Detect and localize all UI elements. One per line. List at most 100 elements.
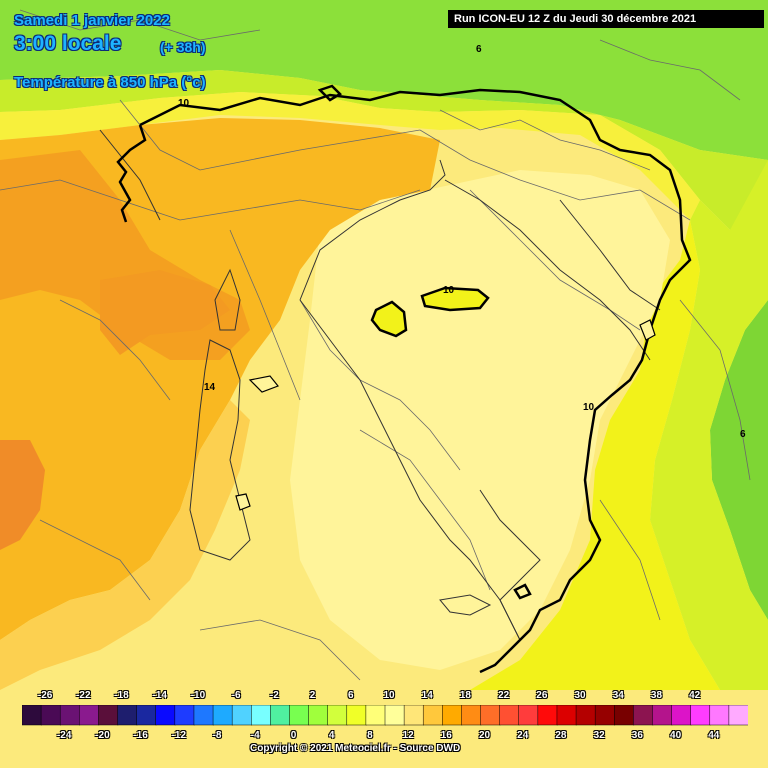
legend-swatch (289, 705, 310, 726)
legend-swatch (480, 705, 501, 726)
legend-tick-label: -14 (152, 690, 167, 701)
legend-swatch (346, 705, 367, 726)
legend-tick-label: 4 (328, 730, 335, 741)
isoline-label: 10 (443, 285, 455, 296)
legend-tick-label: -2 (269, 690, 279, 701)
legend-tick-label: 24 (517, 730, 529, 741)
legend-swatch (537, 705, 558, 726)
legend-swatch (308, 705, 329, 726)
legend-swatch (518, 705, 539, 726)
legend-swatch (442, 705, 463, 726)
legend-swatch (633, 705, 654, 726)
legend-tick-label: 16 (440, 730, 452, 741)
legend-tick-label: 18 (459, 690, 471, 701)
legend-swatch (422, 705, 444, 726)
forecast-lead-time: (+ 38h) (160, 39, 206, 55)
legend-swatch (728, 705, 748, 726)
forecast-date: Samedi 1 janvier 2022 (14, 12, 170, 29)
legend-swatch (575, 705, 596, 726)
legend-color-bar (22, 705, 748, 726)
legend-swatch (193, 705, 214, 726)
legend-tick-label: 20 (478, 730, 491, 741)
borders (0, 9, 751, 681)
legend-tick-label: 12 (402, 730, 414, 741)
legend-tick-label: 0 (290, 730, 297, 741)
legend-tick-label: -24 (56, 730, 72, 741)
field-light-orange (0, 400, 250, 690)
legend-tick-label: -26 (37, 690, 53, 701)
legend-swatch (136, 705, 157, 726)
legend-tick-label: 26 (536, 690, 548, 701)
legend-tick-label: 40 (670, 730, 682, 741)
legend-swatch (117, 705, 138, 726)
legend-swatch (79, 705, 100, 726)
legend-swatch (174, 705, 195, 726)
legend-tick-label: 44 (708, 730, 720, 741)
forecast-time: 3:00 locale (14, 32, 122, 55)
legend-tick-label: -4 (250, 730, 260, 741)
color-legend: -26 -22 -18 -14 -10 -6 -2 2 6 10 14 18 22 26 30 34 38 42 … (22, 688, 748, 758)
field-yellow-north (0, 92, 700, 220)
legend-swatch (499, 705, 520, 726)
legend-swatch (98, 705, 119, 726)
isoline-label: 10 (583, 402, 595, 413)
legend-swatch (671, 705, 692, 726)
legend-swatch (251, 705, 272, 726)
legend-tick-label: -22 (76, 690, 91, 701)
legend-tick-label: 6 (348, 690, 354, 701)
field-yellow-sea (470, 220, 720, 690)
isotherm-10-islet-2 (513, 583, 532, 600)
legend-tick-label: 42 (689, 690, 701, 701)
legend-swatch (690, 705, 711, 726)
field-yellowgreen-east (650, 160, 768, 690)
legend-tick-label: -20 (95, 730, 110, 741)
legend-tick-label: -18 (114, 690, 129, 701)
legend-swatch (461, 705, 482, 726)
legend-swatch (22, 705, 42, 726)
field-yellow-patch-2 (370, 300, 408, 338)
legend-swatch (270, 705, 291, 726)
legend-swatch (384, 705, 405, 726)
legend-swatch (155, 705, 176, 726)
run-info-banner: Run ICON-EU 12 Z du Jeudi 30 décembre 20… (448, 10, 764, 28)
legend-tick-label: 38 (650, 690, 663, 701)
legend-tick-label: -16 (133, 730, 148, 741)
legend-tick-label: -10 (190, 690, 206, 701)
field-pale-yellow-italy (290, 170, 670, 670)
isotherm-10-west (116, 124, 147, 223)
legend-swatch (709, 705, 730, 726)
variable-label: Température à 850 hPa (°c) (14, 74, 206, 91)
legend-swatch (327, 705, 348, 726)
isoline-label: 14 (204, 382, 216, 393)
legend-swatch (59, 705, 81, 726)
legend-swatch (614, 705, 635, 726)
field-yellow-patch-1 (420, 286, 490, 312)
legend-swatch (594, 705, 616, 726)
legend-tick-label: -12 (171, 730, 187, 741)
legend-swatch (231, 705, 253, 726)
field-yellowgreen-north (0, 70, 768, 250)
islands (235, 319, 656, 511)
isotherm-10-main (139, 88, 692, 674)
isotherm-10-islet-1 (317, 84, 343, 102)
legend-swatch (365, 705, 386, 726)
legend-tick-label: 2 (309, 690, 316, 701)
legend-swatch (652, 705, 673, 726)
legend-swatch (403, 705, 424, 726)
coastlines (99, 129, 661, 641)
legend-swatch (556, 705, 577, 726)
isoline-label: 10 (178, 98, 190, 109)
legend-tick-label: -8 (212, 730, 222, 741)
legend-tick-label: 34 (612, 690, 624, 701)
legend-swatch (40, 705, 61, 726)
field-green-north (0, 0, 768, 160)
legend-tick-label: 32 (593, 730, 605, 741)
legend-tick-label: 8 (367, 730, 373, 741)
legend-swatch (212, 705, 233, 726)
legend-tick-label: 14 (421, 690, 433, 701)
legend-tick-label: -6 (231, 690, 241, 701)
isoline-label: 6 (740, 429, 746, 440)
legend-tick-label: 22 (498, 690, 510, 701)
